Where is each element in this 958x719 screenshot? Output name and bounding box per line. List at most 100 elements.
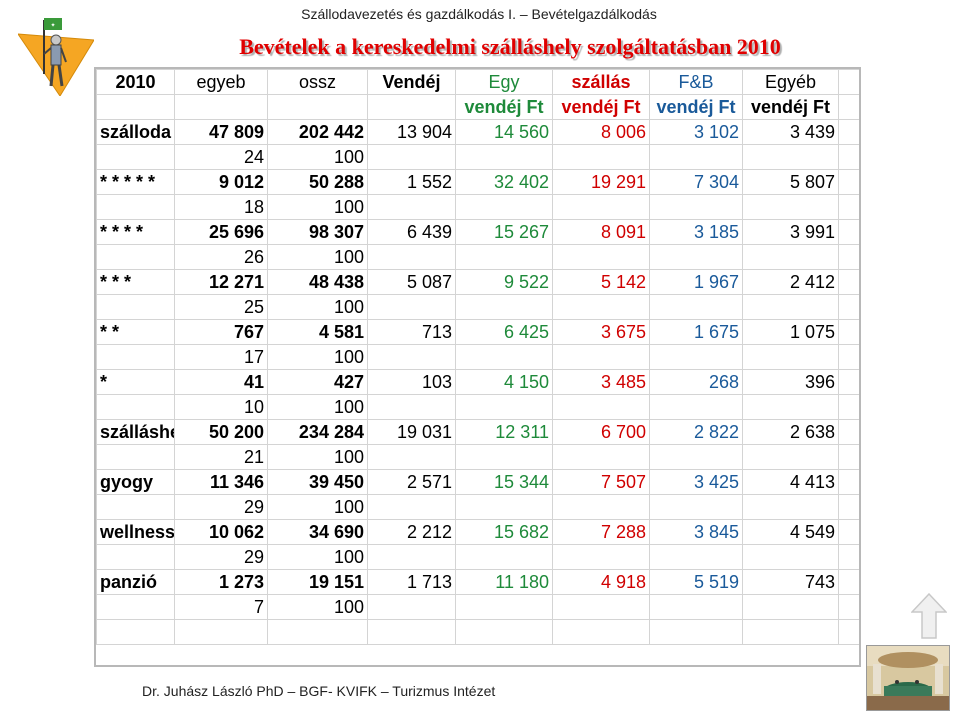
cell-pct-ossz: 100 xyxy=(267,294,368,320)
cell-fb-vendej-ft: 3 185 xyxy=(649,219,743,245)
table-row-percent: 21 100 xyxy=(96,444,859,470)
cell-empty xyxy=(367,194,456,220)
row-label: * * * xyxy=(96,269,175,295)
cell-egyeb-vendej-ft: 5 807 xyxy=(742,169,839,195)
cell-egy-vendej-ft: 32 402 xyxy=(455,169,553,195)
row-label: * * * * xyxy=(96,219,175,245)
cell-egyeb: 50 200 xyxy=(174,419,268,445)
cell-pct-ossz: 100 xyxy=(267,394,368,420)
cell-pct-egyeb: 26 xyxy=(174,244,268,270)
cell-pct-ossz: 100 xyxy=(267,344,368,370)
arrow-up-icon[interactable] xyxy=(910,592,948,639)
cell-empty xyxy=(649,544,743,570)
table-row-percent: 24 100 xyxy=(96,144,859,170)
header-cell: Egy xyxy=(455,69,553,95)
row-label: * * xyxy=(96,319,175,345)
cell-fb-vendej-ft: 5 519 xyxy=(649,569,743,595)
cell-vendej: 1 552 xyxy=(367,169,456,195)
cell-empty xyxy=(96,444,175,470)
cell-empty xyxy=(455,544,553,570)
top-title: Szállodavezetés és gazdálkodás I. – Bevé… xyxy=(301,6,657,22)
cell-empty xyxy=(367,144,456,170)
cell-empty xyxy=(838,319,859,345)
cell-ossz: 4 581 xyxy=(267,319,368,345)
header-cell xyxy=(367,94,456,120)
row-label: panzió xyxy=(96,569,175,595)
cell-pct-egyeb: 29 xyxy=(174,544,268,570)
cell-egyeb-vendej-ft: 743 xyxy=(742,569,839,595)
header-cell xyxy=(838,94,859,120)
cell-empty xyxy=(455,494,553,520)
cell-egyeb: 47 809 xyxy=(174,119,268,145)
cell-szallas-vendej-ft: 8 091 xyxy=(552,219,650,245)
cell-empty xyxy=(838,619,859,645)
cell-empty xyxy=(367,444,456,470)
cell-egy-vendej-ft: 9 522 xyxy=(455,269,553,295)
cell-empty xyxy=(742,544,839,570)
header-cell: 2010 xyxy=(96,69,175,95)
cell-empty xyxy=(742,244,839,270)
cell-empty xyxy=(649,594,743,620)
cell-empty xyxy=(267,619,368,645)
cell-empty xyxy=(552,444,650,470)
cell-vendej: 713 xyxy=(367,319,456,345)
row-label: szálloda xyxy=(96,119,175,145)
header-cell: szállás xyxy=(552,69,650,95)
cell-vendej: 5 087 xyxy=(367,269,456,295)
cell-pct-ossz: 100 xyxy=(267,444,368,470)
cell-egy-vendej-ft: 14 560 xyxy=(455,119,553,145)
cell-fb-vendej-ft: 3 102 xyxy=(649,119,743,145)
main-title: Bevételek a kereskedelmi szálláshely szo… xyxy=(239,34,781,59)
footer-author: Dr. Juhász László PhD – BGF- KVIFK – Tur… xyxy=(142,683,496,699)
cell-pct-egyeb: 24 xyxy=(174,144,268,170)
cell-szallas-vendej-ft: 7 507 xyxy=(552,469,650,495)
revenue-table-container: 2010 egyeb ossz Vendéj Egy szállás F&B E… xyxy=(94,67,861,667)
cell-egy-vendej-ft: 12 311 xyxy=(455,419,553,445)
cell-szallas-vendej-ft: 7 288 xyxy=(552,519,650,545)
cell-empty xyxy=(96,494,175,520)
cell-pct-egyeb: 7 xyxy=(174,594,268,620)
table-row: * * * 12 271 48 438 5 087 9 522 5 142 1 967 2 4… xyxy=(96,269,859,295)
cell-empty xyxy=(838,194,859,220)
cell-pct-egyeb: 17 xyxy=(174,344,268,370)
header-cell xyxy=(174,94,268,120)
table-row-percent: 29 100 xyxy=(96,544,859,570)
cell-egyeb-vendej-ft: 2 412 xyxy=(742,269,839,295)
cell-empty xyxy=(367,594,456,620)
cell-pct-ossz: 100 xyxy=(267,544,368,570)
cell-ossz: 50 288 xyxy=(267,169,368,195)
header-cell: F&B xyxy=(649,69,743,95)
cell-empty xyxy=(96,144,175,170)
cell-fb-vendej-ft: 3 845 xyxy=(649,519,743,545)
cell-empty xyxy=(455,294,553,320)
cell-egy-vendej-ft: 4 150 xyxy=(455,369,553,395)
revenue-table: 2010 egyeb ossz Vendéj Egy szállás F&B E… xyxy=(96,69,859,645)
cell-fb-vendej-ft: 7 304 xyxy=(649,169,743,195)
cell-vendej: 2 571 xyxy=(367,469,456,495)
cell-pct-ossz: 100 xyxy=(267,194,368,220)
cell-empty xyxy=(649,619,743,645)
table-row: * 41 427 103 4 150 3 485 268 396 xyxy=(96,369,859,395)
cell-szallas-vendej-ft: 8 006 xyxy=(552,119,650,145)
cell-fb-vendej-ft: 268 xyxy=(649,369,743,395)
cell-pct-ossz: 100 xyxy=(267,244,368,270)
cell-egyeb-vendej-ft: 396 xyxy=(742,369,839,395)
cell-empty xyxy=(174,619,268,645)
row-label: * * * * * xyxy=(96,169,175,195)
cell-empty xyxy=(838,494,859,520)
row-label: szálláshely xyxy=(96,419,175,445)
cell-empty xyxy=(455,394,553,420)
cell-empty xyxy=(367,544,456,570)
cell-empty xyxy=(838,344,859,370)
cell-empty xyxy=(367,619,456,645)
header-cell xyxy=(267,94,368,120)
cell-empty xyxy=(742,394,839,420)
cell-egyeb: 767 xyxy=(174,319,268,345)
cell-empty xyxy=(455,194,553,220)
cell-ossz: 48 438 xyxy=(267,269,368,295)
cell-egy-vendej-ft: 15 267 xyxy=(455,219,553,245)
cell-egyeb: 1 273 xyxy=(174,569,268,595)
cell-empty xyxy=(838,169,859,195)
cell-pct-ossz: 100 xyxy=(267,494,368,520)
cell-empty xyxy=(649,294,743,320)
